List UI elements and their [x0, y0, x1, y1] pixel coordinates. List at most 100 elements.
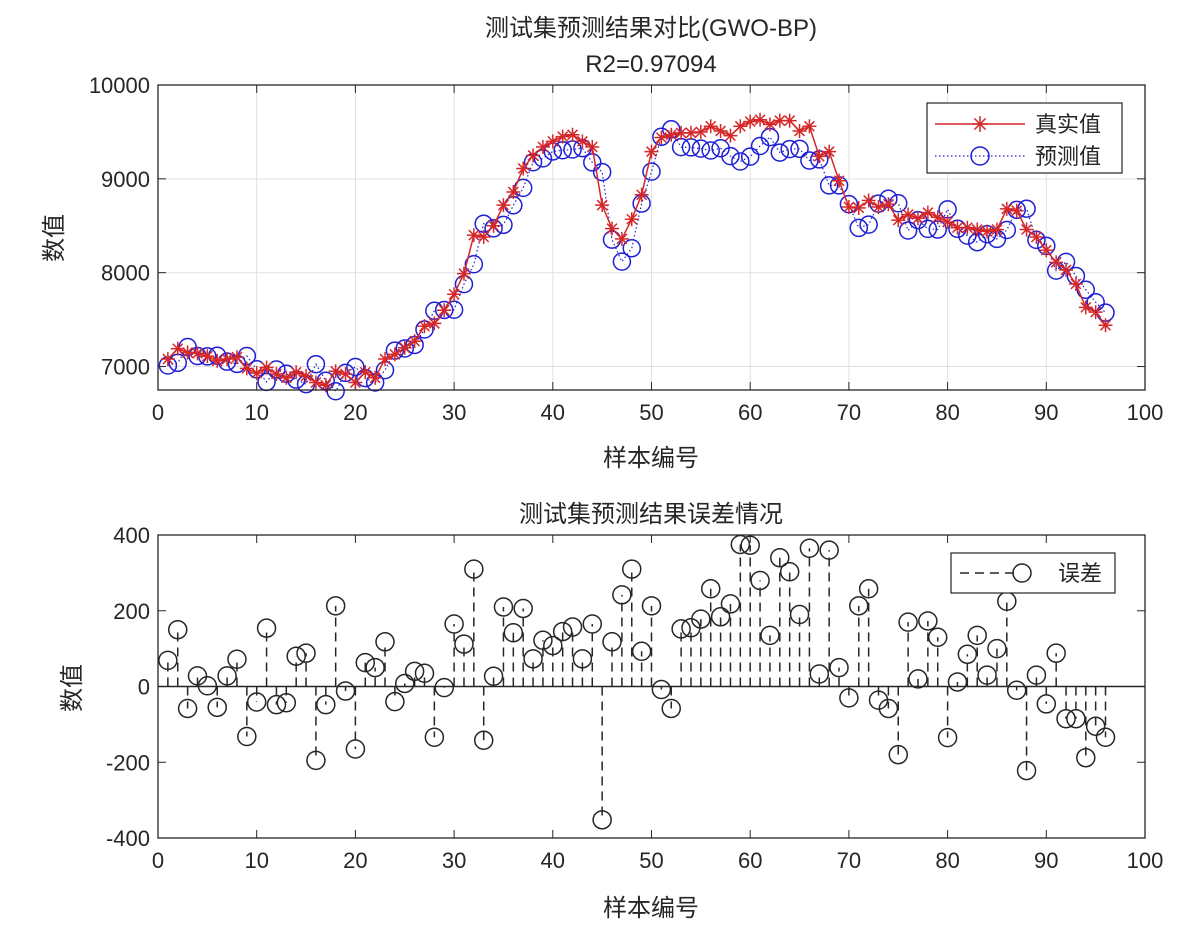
true-point: [802, 119, 817, 134]
error-point: [592, 810, 612, 830]
true-point: [762, 117, 777, 132]
error-point: [967, 625, 987, 646]
error-point: [296, 643, 316, 663]
true-point: [417, 319, 432, 334]
y-tick-label: 8000: [101, 261, 150, 286]
true-point: [535, 139, 550, 154]
predicted-point: [898, 221, 918, 240]
error-point: [1046, 643, 1066, 663]
true-point: [447, 287, 462, 302]
predicted-point: [859, 215, 878, 234]
error-point: [661, 698, 681, 719]
error-point: [671, 619, 691, 639]
true-point: [279, 370, 294, 385]
error-point: [740, 535, 760, 555]
error-point: [809, 664, 830, 684]
predicted-point: [691, 139, 711, 158]
error-point: [375, 632, 395, 652]
top-chart-ylabel: 数值: [41, 214, 68, 262]
true-point: [644, 144, 659, 159]
true-point: [437, 303, 452, 318]
error-point: [819, 540, 839, 560]
error-point: [1026, 665, 1047, 685]
predicted-point: [395, 339, 414, 358]
error-point: [266, 694, 287, 715]
x-tick-label: 80: [935, 848, 959, 873]
error-point: [622, 559, 642, 579]
series-group: [158, 112, 1115, 401]
error-point: [414, 663, 435, 683]
true-point: [980, 224, 995, 239]
error-point: [543, 635, 563, 656]
true-point: [861, 193, 876, 208]
error-point: [503, 622, 524, 643]
predicted-point: [770, 143, 790, 162]
x-tick-label: 30: [442, 848, 466, 873]
true-point: [170, 341, 185, 356]
error-point: [839, 688, 859, 708]
error-point: [167, 619, 188, 640]
true-point: [1029, 230, 1044, 245]
error-point: [799, 538, 820, 559]
error-point: [187, 666, 208, 686]
true-point: [516, 161, 531, 176]
error-point: [1006, 680, 1027, 701]
top-chart-subtitle: R2=0.97094: [585, 51, 716, 78]
true-point: [1059, 262, 1074, 277]
error-point: [335, 681, 356, 701]
predicted-point: [306, 354, 326, 374]
error-point: [957, 644, 978, 665]
true-point: [427, 316, 442, 331]
true-point: [555, 129, 570, 144]
y-tick-label: 7000: [101, 355, 150, 380]
true-point: [723, 128, 738, 143]
true-point: [387, 347, 402, 362]
true-point: [901, 207, 916, 222]
predicted-point: [800, 151, 819, 170]
x-tick-label: 40: [541, 400, 565, 425]
predicted-point: [1076, 280, 1096, 300]
bottom-chart-xlabel: 样本编号: [603, 895, 699, 922]
error-point: [1095, 727, 1116, 748]
predicted-point: [740, 147, 760, 166]
true-point: [456, 266, 471, 281]
x-tick-label: 50: [639, 848, 663, 873]
error-point: [572, 649, 593, 669]
error-point: [760, 625, 780, 646]
predicted-line: [167, 128, 1106, 393]
true-point: [229, 350, 244, 365]
axes-frame: [157, 84, 1146, 391]
true-point: [308, 375, 323, 390]
legend-label-error: 误差: [1058, 561, 1102, 586]
error-point: [454, 634, 474, 654]
error-point: [464, 559, 484, 579]
predicted-point: [790, 139, 809, 159]
error-point: [552, 621, 573, 642]
true-point: [397, 340, 412, 355]
error-point: [533, 630, 553, 651]
true-point: [999, 201, 1014, 216]
true-point: [249, 366, 264, 381]
x-tick-label: 60: [738, 400, 762, 425]
true-point: [486, 218, 501, 233]
error-point: [947, 672, 968, 692]
x-tick-label: 50: [639, 400, 663, 425]
error-point: [1056, 708, 1076, 729]
true-point: [772, 113, 787, 128]
true-point: [822, 144, 837, 159]
error-point: [444, 614, 464, 634]
error-point: [276, 693, 297, 713]
true-point: [299, 368, 314, 383]
true-point: [289, 365, 304, 380]
true-point: [378, 352, 393, 367]
true-point: [348, 375, 363, 390]
top-chart-xlabel: 样本编号: [603, 445, 699, 472]
true-point: [871, 200, 886, 214]
error-point: [256, 618, 277, 638]
error-point: [700, 579, 721, 599]
error-point: [1036, 694, 1057, 714]
error-point: [1016, 760, 1037, 781]
error-point: [246, 692, 267, 712]
true-point: [683, 125, 698, 140]
x-tick-label: 90: [1034, 848, 1058, 873]
